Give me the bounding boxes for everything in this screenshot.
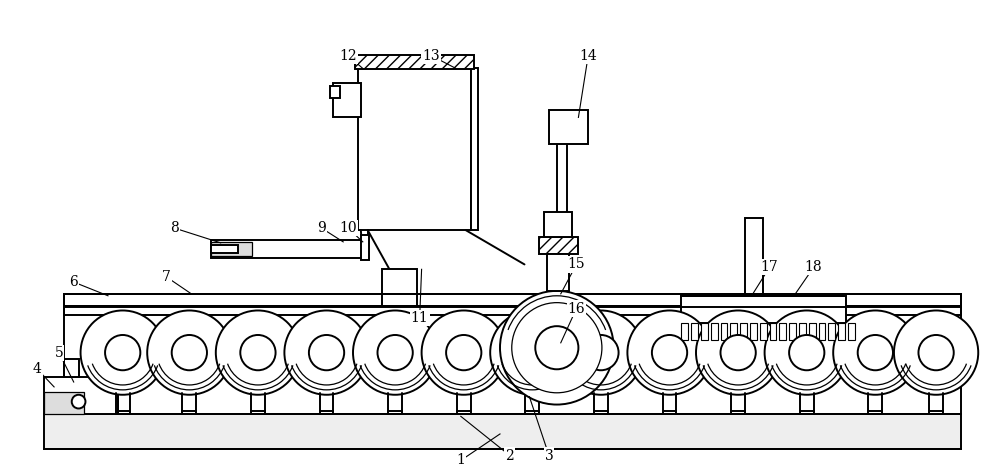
- Text: 15: 15: [568, 257, 585, 271]
- Bar: [818, 323, 825, 340]
- Circle shape: [446, 335, 481, 370]
- Circle shape: [490, 311, 574, 395]
- Text: 10: 10: [339, 221, 357, 235]
- Circle shape: [918, 335, 954, 370]
- Bar: [544, 212, 572, 237]
- Bar: [799, 323, 806, 340]
- Circle shape: [535, 326, 578, 369]
- Bar: [361, 235, 369, 260]
- Text: 11: 11: [411, 312, 429, 325]
- Circle shape: [172, 335, 207, 370]
- Bar: [828, 323, 835, 340]
- Bar: [779, 323, 786, 340]
- Bar: [838, 323, 845, 340]
- Circle shape: [216, 311, 300, 395]
- Bar: [848, 323, 855, 340]
- Bar: [681, 296, 846, 323]
- Text: 18: 18: [805, 261, 822, 274]
- Text: 9: 9: [317, 221, 326, 235]
- Bar: [760, 323, 767, 340]
- Text: 6: 6: [69, 275, 78, 289]
- Bar: [730, 323, 737, 340]
- Circle shape: [72, 395, 85, 408]
- Bar: [770, 323, 776, 340]
- Text: 8: 8: [170, 221, 179, 235]
- Bar: [44, 414, 961, 449]
- Circle shape: [833, 311, 917, 395]
- Text: 5: 5: [55, 346, 63, 360]
- Circle shape: [696, 311, 780, 395]
- Circle shape: [309, 335, 344, 370]
- Bar: [750, 323, 757, 340]
- Bar: [720, 323, 727, 340]
- Bar: [64, 360, 79, 377]
- Circle shape: [500, 291, 614, 405]
- Bar: [691, 323, 698, 340]
- Circle shape: [583, 335, 619, 370]
- Circle shape: [353, 311, 437, 395]
- Circle shape: [147, 311, 231, 395]
- Bar: [358, 68, 471, 230]
- Bar: [681, 323, 688, 340]
- Text: 12: 12: [339, 49, 357, 63]
- Circle shape: [378, 335, 413, 370]
- Text: 3: 3: [545, 448, 553, 463]
- Text: 7: 7: [162, 270, 171, 284]
- Bar: [547, 253, 569, 291]
- Circle shape: [559, 311, 643, 395]
- Circle shape: [627, 311, 712, 395]
- Text: 2: 2: [505, 448, 514, 463]
- Bar: [789, 323, 796, 340]
- Text: 1: 1: [456, 454, 465, 467]
- Circle shape: [284, 311, 369, 395]
- Text: 4: 4: [33, 362, 42, 376]
- Bar: [471, 68, 478, 230]
- Bar: [809, 323, 816, 340]
- Bar: [211, 242, 252, 256]
- Circle shape: [240, 335, 276, 370]
- Text: 17: 17: [761, 261, 778, 274]
- Circle shape: [652, 335, 687, 370]
- Bar: [64, 294, 961, 305]
- Bar: [333, 83, 361, 118]
- Bar: [711, 323, 718, 340]
- Bar: [745, 219, 763, 294]
- Circle shape: [894, 311, 978, 395]
- Bar: [539, 237, 578, 253]
- Circle shape: [512, 303, 602, 393]
- Circle shape: [789, 335, 824, 370]
- Circle shape: [765, 311, 849, 395]
- Bar: [355, 55, 474, 69]
- Bar: [64, 305, 961, 315]
- Bar: [211, 240, 363, 258]
- Circle shape: [720, 335, 756, 370]
- Circle shape: [515, 335, 550, 370]
- Text: 13: 13: [423, 49, 440, 63]
- Circle shape: [105, 335, 140, 370]
- Text: 14: 14: [579, 49, 597, 63]
- Bar: [211, 245, 238, 253]
- Bar: [740, 323, 747, 340]
- Circle shape: [858, 335, 893, 370]
- Bar: [701, 323, 708, 340]
- Bar: [44, 392, 84, 414]
- Bar: [549, 110, 588, 144]
- Text: 16: 16: [568, 302, 585, 315]
- Circle shape: [81, 311, 165, 395]
- Circle shape: [422, 311, 506, 395]
- Bar: [382, 270, 417, 294]
- Bar: [330, 86, 340, 98]
- Bar: [44, 377, 118, 414]
